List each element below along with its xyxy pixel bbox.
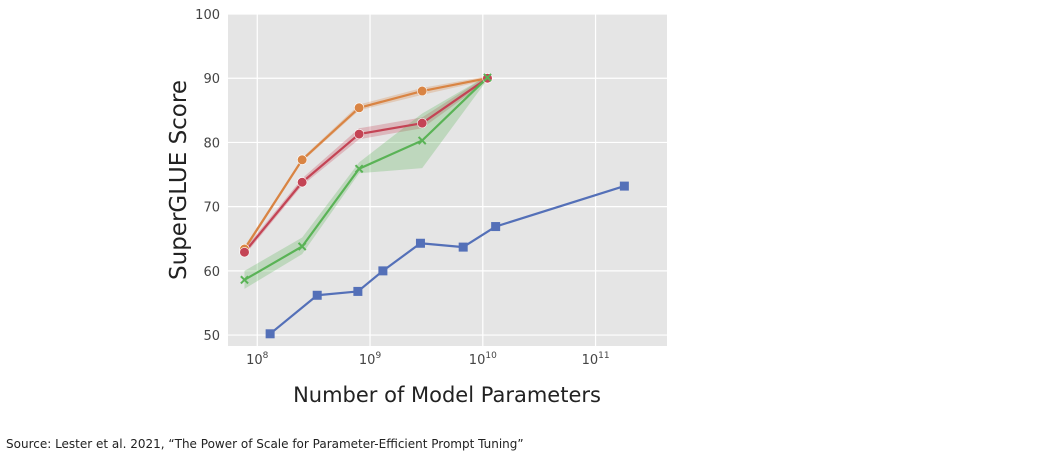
series-3-point (417, 136, 427, 145)
grid-lines (228, 13, 667, 346)
series-1-point (354, 102, 365, 113)
series-3-point (354, 164, 364, 174)
y-tick-label: 90 (203, 72, 220, 87)
series-0-point (353, 286, 363, 296)
y-tick-label: 100 (195, 8, 220, 23)
series-3-point (240, 275, 249, 285)
series-2-point (417, 118, 428, 129)
y-tick-label: 50 (203, 329, 220, 344)
series-2-point (239, 247, 250, 258)
y-tick-label: 70 (203, 201, 220, 216)
series-markers (239, 73, 629, 339)
series-3-point (483, 73, 492, 82)
y-axis-title: SuperGLUE Score (166, 80, 192, 280)
series-2-point (354, 128, 365, 140)
x-tick-labels: 108 109 1010 1011 (246, 351, 609, 368)
series-3-point (297, 242, 307, 251)
y-tick-label: 80 (203, 136, 220, 151)
x-tick-label: 109 (359, 351, 382, 368)
x-tick-label: 1011 (582, 351, 610, 368)
series-0-point (458, 242, 468, 252)
series-2-point (297, 177, 308, 188)
plot-background (228, 14, 667, 346)
x-tick-label: 108 (246, 351, 269, 368)
source-citation: Source: Lester et al. 2021, “The Power o… (6, 437, 524, 451)
series-0-point (265, 329, 275, 339)
series-0-point (415, 238, 425, 248)
x-tick-label: 1010 (469, 351, 497, 368)
series-0-line (269, 185, 625, 335)
series-1-point (297, 154, 308, 165)
series-0-point (378, 266, 388, 276)
y-tick-labels: 50 60 70 80 90 100 (195, 8, 220, 344)
series-0-point (491, 222, 501, 232)
series-1-point (417, 85, 428, 97)
y-tick-label: 60 (203, 265, 220, 280)
x-axis-title: Number of Model Parameters (293, 383, 601, 407)
series-3-band (244, 75, 488, 289)
series-0-point (619, 181, 629, 191)
series-0-point (312, 290, 322, 300)
